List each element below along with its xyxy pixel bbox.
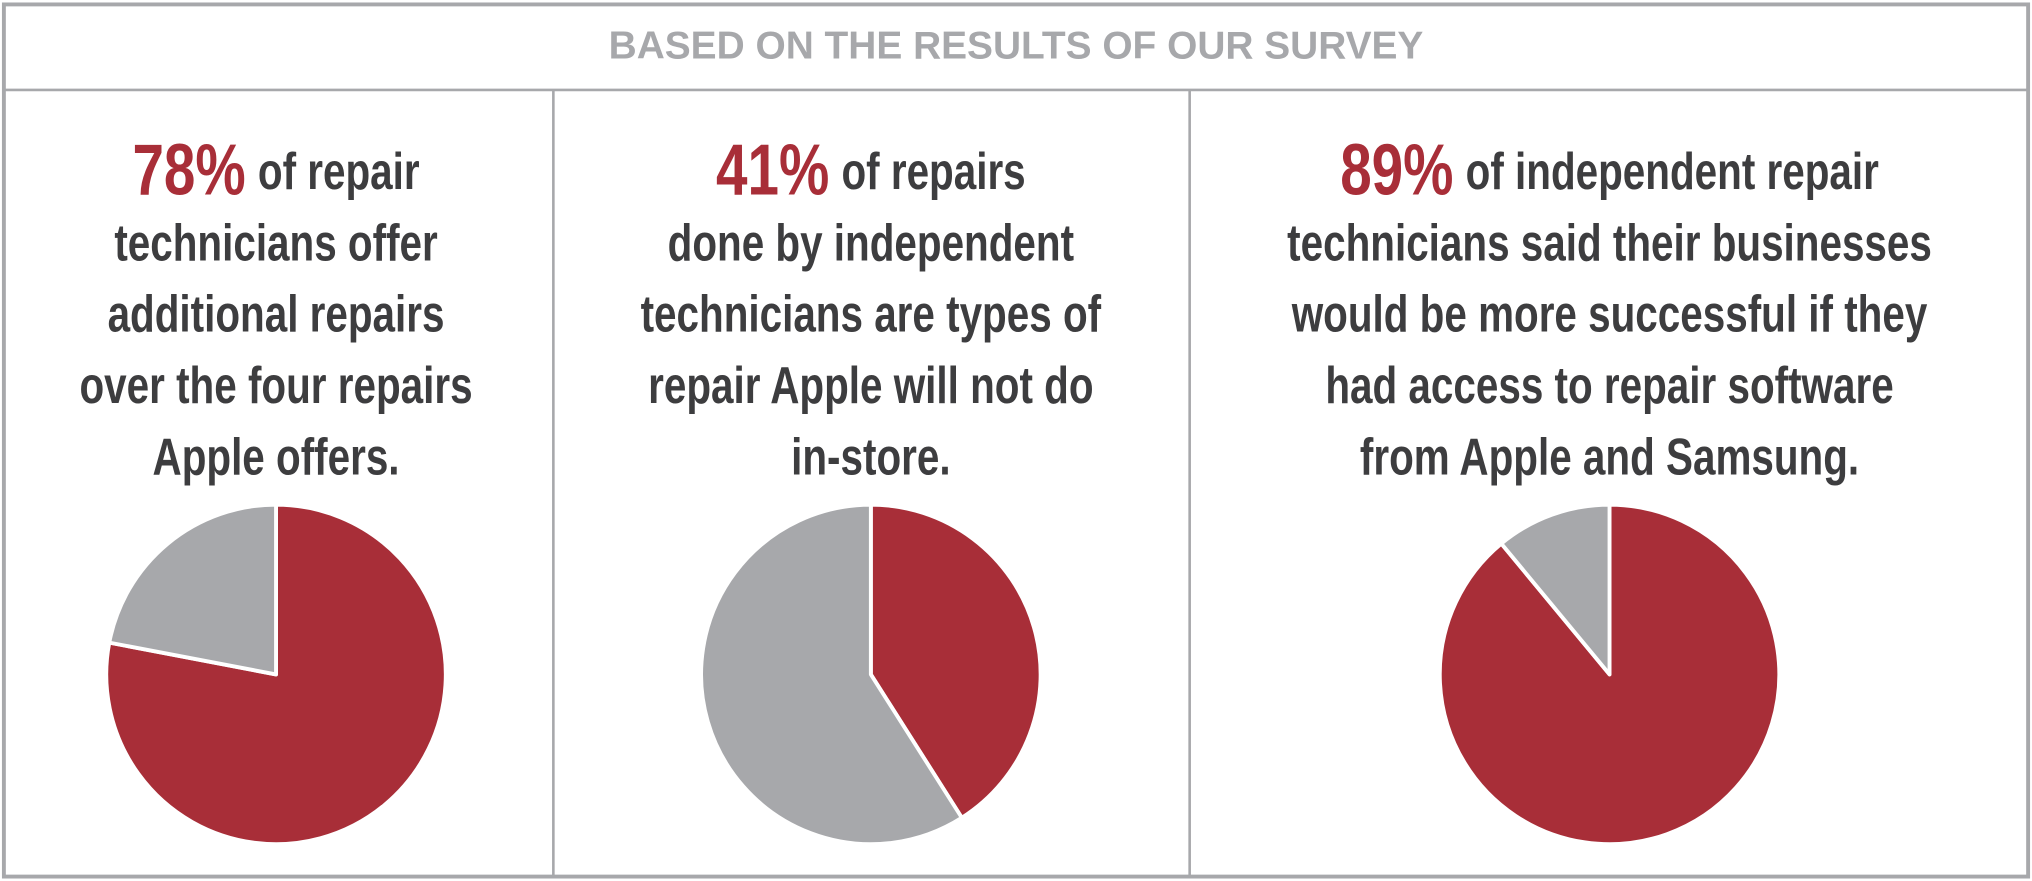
statement-line: repair Apple will not do [648, 356, 1093, 414]
statement-line: over the four repairs [79, 356, 472, 414]
statement-line: technicians offer [114, 214, 437, 272]
statement-line: from Apple and Samsung. [1360, 427, 1859, 485]
pie-slice [1499, 502, 1612, 677]
statement-line: had access to repair software [1325, 356, 1893, 414]
pie-slice [104, 502, 448, 847]
text-segment: of repairs [841, 142, 1025, 200]
statement-line: 78% of repair [132, 129, 419, 210]
highlight-value: 89% [1340, 129, 1453, 210]
highlight-value: 41% [716, 129, 829, 210]
statement-line: 89% of independent repair [1340, 129, 1879, 210]
statement-line: Apple offers. [153, 427, 400, 485]
header-title: BASED ON THE RESULTS OF OUR SURVEY [609, 25, 1424, 68]
statement-line: in-store. [791, 427, 950, 485]
statement-line: would be more successful if they [1291, 285, 1928, 343]
statement-line: 41% of repairs [716, 129, 1026, 210]
highlight-value: 78% [132, 129, 245, 210]
statement-line: additional repairs [108, 285, 445, 343]
text-segment: of repair [258, 142, 420, 200]
statement-line: technicians are types of [641, 285, 1102, 343]
text-segment: of independent repair [1466, 142, 1879, 200]
pie-slice [1437, 502, 1782, 847]
pie-slice [107, 502, 278, 677]
statement-line: done by independent [668, 214, 1074, 272]
pie-slice [699, 502, 964, 847]
statement-line: technicians said their businesses [1287, 214, 1932, 272]
